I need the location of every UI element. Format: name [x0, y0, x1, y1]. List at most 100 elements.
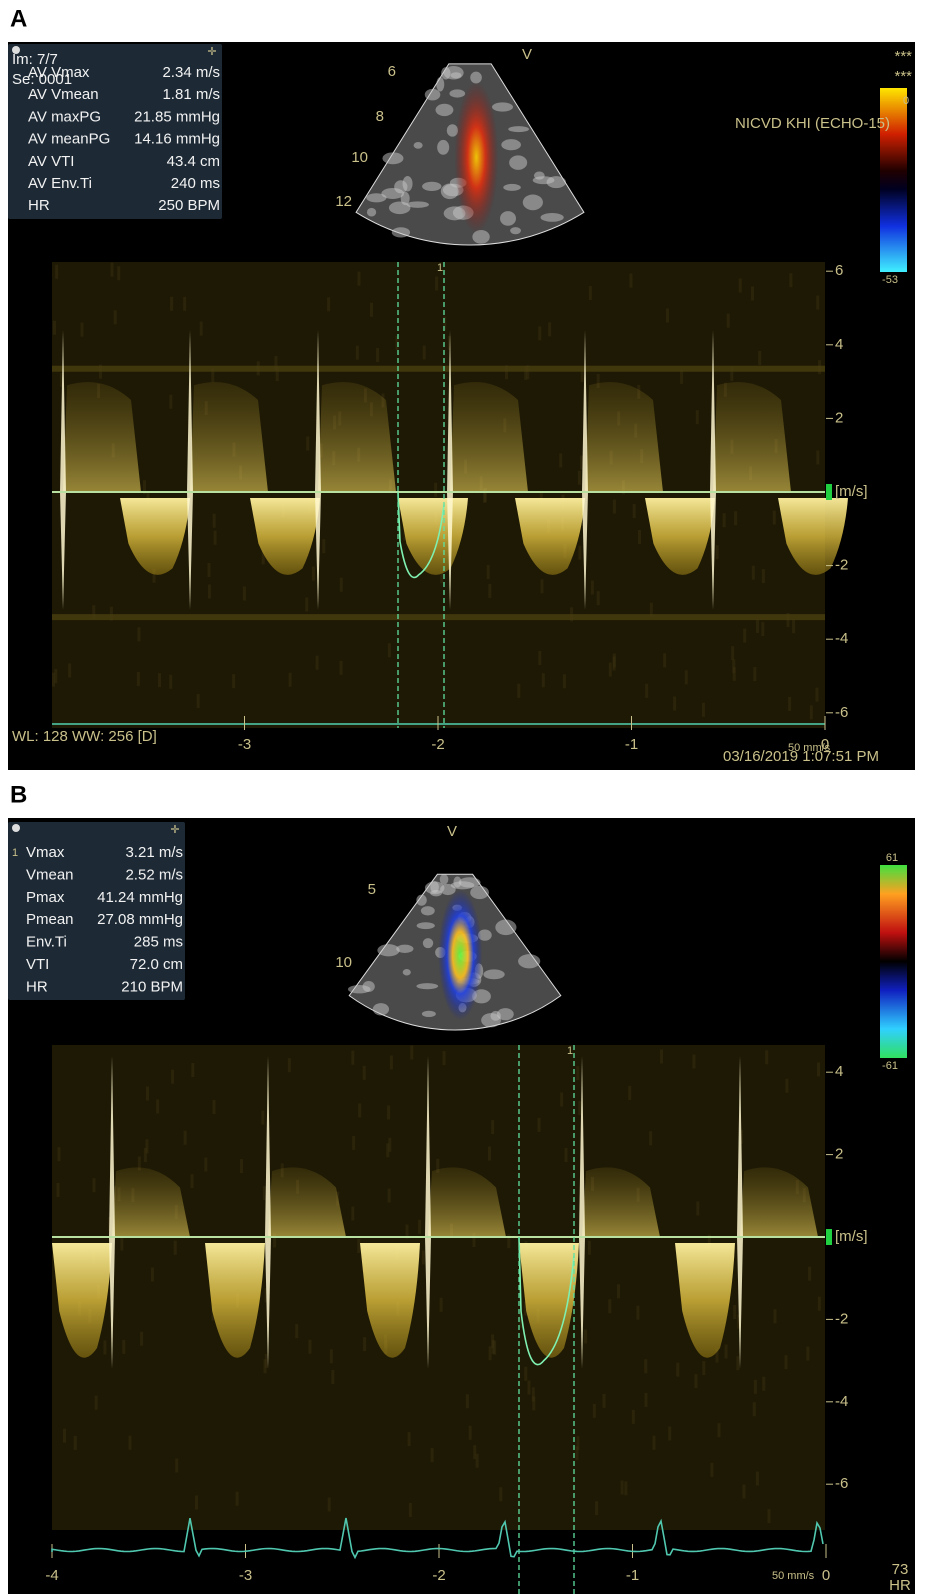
- tissue-speckle: [396, 944, 414, 954]
- flow-envelope: [778, 498, 848, 575]
- tissue-speckle: [435, 103, 454, 117]
- speckle: [355, 345, 359, 360]
- speckle: [715, 1348, 719, 1363]
- speckle: [695, 410, 699, 425]
- window-level: WL: 128 WW: 256 [D]: [12, 728, 157, 745]
- tissue-speckle: [495, 919, 517, 936]
- speckle: [327, 1497, 331, 1512]
- speckle: [717, 1423, 721, 1438]
- color-bar-bottom: -61: [882, 1060, 898, 1072]
- speckle: [761, 569, 765, 584]
- speckle: [136, 671, 140, 686]
- speckle: [352, 1135, 356, 1150]
- panel-label: A: [10, 5, 27, 32]
- speckle: [92, 1178, 96, 1193]
- valve-click: [187, 330, 193, 610]
- measurement-value: 3.21 m/s: [125, 844, 183, 861]
- tissue-speckle: [430, 889, 443, 897]
- speckle: [715, 545, 719, 560]
- speckle: [137, 627, 141, 642]
- measurement-name: AV maxPG: [28, 108, 101, 125]
- speckle: [707, 1234, 711, 1249]
- speckle: [190, 1174, 194, 1189]
- speckle: [60, 372, 64, 387]
- speckle: [755, 1471, 759, 1486]
- measurement-name: HR: [28, 197, 50, 214]
- speckle: [443, 316, 447, 331]
- x-tick-label: -2: [432, 1567, 445, 1584]
- speckle: [113, 310, 117, 325]
- speckle: [54, 669, 58, 684]
- sector-mode: V: [447, 823, 457, 840]
- speckle: [575, 1446, 579, 1461]
- tissue-speckle: [381, 187, 405, 199]
- timestamp: 03/16/2019 1:07:51 PM: [723, 748, 879, 765]
- measurement-name: Env.Ti: [26, 934, 67, 951]
- overlay-text: Se: 0001: [12, 71, 72, 88]
- speckle: [473, 1445, 477, 1460]
- measurement-value: 1.81 m/s: [162, 86, 220, 103]
- speckle: [620, 1480, 624, 1495]
- clutter-band: [52, 614, 825, 621]
- speckle: [580, 455, 584, 470]
- tissue-speckle: [436, 77, 445, 92]
- valve-click: [315, 330, 321, 610]
- speckle: [785, 1078, 789, 1093]
- forward-flow: [112, 1167, 190, 1237]
- flow-envelope: [675, 1243, 735, 1358]
- tissue-speckle: [522, 194, 543, 211]
- speckle: [524, 1301, 528, 1316]
- tissue-speckle: [546, 176, 566, 189]
- speckle: [576, 1066, 580, 1081]
- speckle: [588, 286, 592, 301]
- valve-click: [579, 1055, 585, 1369]
- speckle: [488, 1346, 492, 1361]
- velocity-unit: [m/s]: [835, 483, 868, 500]
- color-bar-top: 0: [903, 95, 909, 107]
- tissue-speckle: [518, 954, 541, 969]
- tissue-speckle: [424, 88, 441, 101]
- speckle: [628, 1085, 632, 1100]
- measurement-box: [8, 822, 185, 1000]
- speckle: [363, 1337, 367, 1352]
- flow-envelope: [250, 498, 320, 575]
- speckle: [68, 663, 72, 678]
- speckle: [527, 1380, 531, 1395]
- speckle: [261, 550, 265, 565]
- speckle: [608, 1299, 612, 1314]
- flow-envelope: [645, 498, 715, 575]
- speckle: [395, 336, 399, 351]
- baseline-marker: [826, 484, 832, 500]
- speckle: [517, 683, 521, 698]
- speckle: [199, 321, 203, 336]
- speckle: [507, 1234, 511, 1249]
- speckle: [329, 1349, 333, 1364]
- speckle: [92, 605, 96, 620]
- speckle: [809, 705, 813, 720]
- speckle: [649, 1131, 653, 1146]
- speckle: [405, 1224, 409, 1239]
- speckle: [751, 565, 755, 580]
- speckle: [175, 1458, 179, 1473]
- speckle: [137, 1156, 141, 1171]
- speckle: [430, 1448, 434, 1463]
- speckle: [183, 296, 187, 311]
- speckle: [196, 694, 200, 709]
- speckle: [587, 1240, 591, 1255]
- speckle: [608, 662, 612, 677]
- speckle: [499, 1487, 503, 1502]
- speckle: [541, 673, 545, 688]
- tissue-speckle: [402, 969, 411, 976]
- tissue-speckle: [470, 885, 489, 900]
- tissue-speckle: [509, 155, 528, 170]
- speckle: [57, 1147, 61, 1162]
- speckle: [758, 350, 762, 365]
- speckle: [110, 262, 114, 277]
- speckle: [743, 628, 747, 643]
- tissue-speckle: [416, 983, 439, 990]
- valve-click: [737, 1055, 743, 1369]
- speckle: [204, 1157, 208, 1172]
- forward-flow: [713, 381, 791, 492]
- measurement-name: AV meanPG: [28, 131, 110, 148]
- speckle: [762, 1376, 766, 1391]
